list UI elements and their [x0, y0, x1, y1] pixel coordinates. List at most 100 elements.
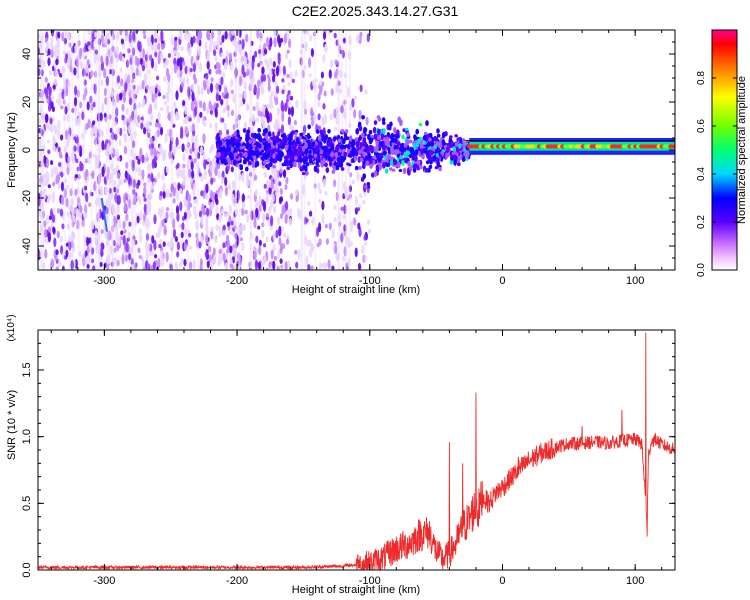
heatmap-cell	[56, 48, 61, 59]
heatmap-cell	[277, 131, 281, 137]
heatmap-cell	[338, 158, 343, 165]
heatmap-cell	[47, 57, 51, 66]
heatmap-cell	[60, 245, 64, 255]
heatmap-cell	[465, 150, 470, 155]
heatmap-cell	[179, 62, 183, 71]
heatmap-cell	[196, 55, 200, 61]
heatmap-cell	[212, 40, 217, 52]
heatmap-cell	[433, 145, 438, 149]
heatmap-cell	[248, 55, 252, 67]
y-tick-label: 0	[21, 147, 33, 153]
heatmap-cell	[376, 155, 380, 161]
heatmap-cell	[64, 106, 68, 115]
heatmap-cell	[242, 55, 246, 60]
heatmap-cell	[67, 204, 71, 210]
heatmap-cell	[98, 208, 102, 219]
bottom-plot-frame	[37, 329, 676, 571]
heatmap-cell	[41, 201, 45, 210]
heatmap-cell	[47, 149, 51, 155]
heatmap-cell	[180, 46, 184, 52]
heatmap-cell	[311, 119, 315, 127]
heatmap-cell	[136, 215, 140, 224]
heatmap-cell	[68, 241, 72, 251]
heatmap-cell	[226, 151, 230, 156]
heatmap-cell	[294, 249, 298, 255]
heatmap-cell	[219, 188, 223, 199]
heatmap-cell	[175, 90, 179, 101]
heatmap-cell	[131, 238, 135, 248]
heatmap-cell	[401, 160, 405, 166]
heatmap-cell	[114, 195, 118, 203]
heatmap-cell	[246, 129, 250, 134]
heatmap-cell	[318, 262, 322, 270]
heatmap-cell	[218, 249, 222, 254]
heatmap-cell	[281, 78, 285, 83]
heatmap-cell	[193, 183, 197, 190]
heatmap-cell	[181, 222, 185, 231]
heatmap-cell	[123, 202, 127, 213]
heatmap-cell	[348, 153, 352, 158]
heatmap-cell	[243, 80, 247, 91]
heatmap-cell	[157, 92, 162, 97]
heatmap-cell	[173, 181, 177, 187]
heatmap-cell	[67, 255, 72, 260]
heatmap-cell	[314, 78, 318, 83]
heatmap-cell	[167, 241, 171, 248]
heatmap-cell	[376, 115, 381, 120]
heatmap-cell	[154, 254, 158, 259]
heatmap-cell	[215, 224, 219, 231]
heatmap-cell	[248, 117, 252, 123]
heatmap-cell	[210, 143, 214, 153]
heatmap-cell	[236, 133, 241, 138]
heatmap-cell	[71, 108, 75, 113]
y-tick-label: -40	[21, 238, 33, 254]
heatmap-cell	[423, 148, 427, 154]
heatmap-cell	[313, 113, 317, 123]
heatmap-cell	[76, 89, 80, 98]
heatmap-cell	[152, 181, 156, 187]
heatmap-cell	[98, 198, 102, 206]
heatmap-cell	[191, 123, 196, 132]
heatmap-cell	[223, 213, 227, 218]
heatmap-cell	[105, 206, 109, 215]
heatmap-cell	[110, 90, 114, 98]
heatmap-cell	[200, 190, 204, 197]
heatmap-cell	[328, 222, 332, 231]
heatmap-cell	[284, 159, 288, 165]
heatmap-cell	[192, 35, 196, 44]
heatmap-cell	[365, 160, 370, 165]
heatmap-cell	[333, 161, 338, 166]
heatmap-cell	[205, 72, 209, 80]
heatmap-cell	[93, 138, 97, 145]
heatmap-cell	[86, 41, 91, 47]
heatmap-cell	[321, 146, 326, 150]
heatmap-column	[68, 30, 71, 270]
heatmap-cell	[289, 95, 293, 101]
heatmap-cell	[363, 148, 368, 152]
heatmap-cell	[218, 69, 222, 75]
heatmap-cell	[136, 59, 140, 67]
heatmap-cell	[115, 45, 119, 55]
heatmap-cell	[403, 151, 408, 159]
heatmap-cell	[240, 55, 244, 64]
heatmap-cell	[109, 69, 113, 75]
heatmap-cell	[324, 224, 328, 229]
heatmap-cell	[153, 30, 157, 37]
heatmap-cell	[317, 199, 321, 203]
heatmap-cell	[205, 107, 210, 115]
heatmap-cell	[224, 86, 228, 95]
heatmap-cell	[77, 196, 81, 205]
heatmap-cell	[62, 50, 67, 55]
heatmap-cell	[125, 161, 129, 169]
heatmap-cell	[124, 116, 128, 122]
heatmap-cell	[175, 205, 180, 215]
heatmap-cell	[317, 125, 322, 130]
heatmap-cell	[318, 189, 323, 195]
heatmap-cell	[128, 221, 132, 227]
heatmap-cell	[193, 205, 197, 216]
heatmap-cell	[318, 222, 322, 233]
heatmap-cell	[227, 135, 231, 140]
heatmap-cell	[124, 170, 128, 179]
heatmap-cell	[90, 104, 94, 112]
heatmap-cell	[267, 124, 271, 133]
